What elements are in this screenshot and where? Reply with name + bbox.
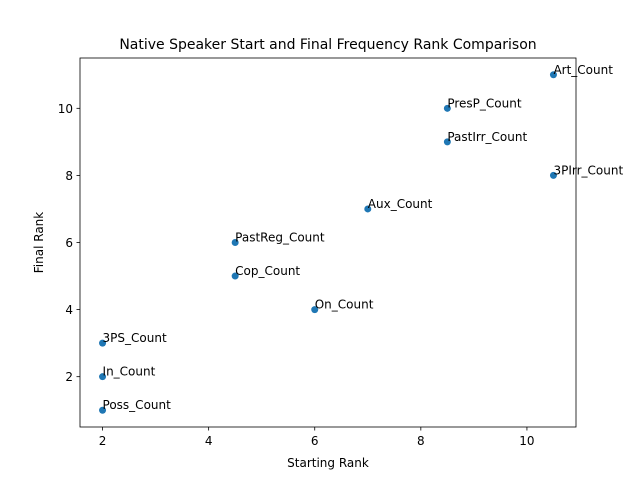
point-label: In_Count (103, 365, 156, 379)
chart-title: Native Speaker Start and Final Frequency… (119, 37, 536, 53)
point-label: PastReg_Count (235, 231, 325, 245)
point-label: 3PIrr_Count (553, 163, 623, 177)
data-point (231, 239, 239, 246)
point-label: 3PS_Count (103, 331, 167, 345)
x-axis-label: Starting Rank (287, 456, 369, 470)
data-point (99, 406, 107, 414)
data-point (311, 306, 319, 314)
data-points (99, 71, 557, 414)
y-tick-label: 8 (65, 169, 73, 183)
data-point (231, 272, 239, 280)
point-label: PresP_Count (447, 96, 521, 110)
plot-frame (79, 57, 577, 428)
y-tick-label: 4 (65, 303, 73, 317)
x-tick-label: 10 (519, 434, 534, 448)
point-labels: Art_Count PresP_Count PastIrr_Count 3PIrr_C… (103, 63, 624, 412)
y-tick-label: 10 (58, 102, 73, 116)
x-tick-label: 4 (205, 434, 213, 448)
data-point (443, 138, 451, 146)
data-point (549, 71, 557, 79)
point-label: Art_Count (553, 63, 613, 77)
point-label: Aux_Count (368, 197, 433, 211)
y-tick-label: 2 (65, 370, 73, 384)
y-tick-label: 6 (65, 236, 73, 250)
point-label: Cop_Count (235, 264, 300, 278)
point-label: PastIrr_Count (447, 130, 527, 144)
data-point (364, 205, 372, 213)
x-tick-label: 2 (99, 434, 107, 448)
point-label: Poss_Count (103, 398, 172, 412)
data-point (443, 104, 451, 112)
x-tick-label: 6 (311, 434, 319, 448)
y-axis-label: Final Rank (32, 212, 46, 274)
x-tick-label: 8 (417, 434, 425, 448)
data-point (99, 373, 107, 381)
data-point (549, 171, 557, 179)
data-point (99, 339, 107, 347)
point-label: On_Count (315, 298, 374, 312)
axis-ticks: 2 4 6 8 10 2 4 6 8 10 (58, 102, 535, 448)
